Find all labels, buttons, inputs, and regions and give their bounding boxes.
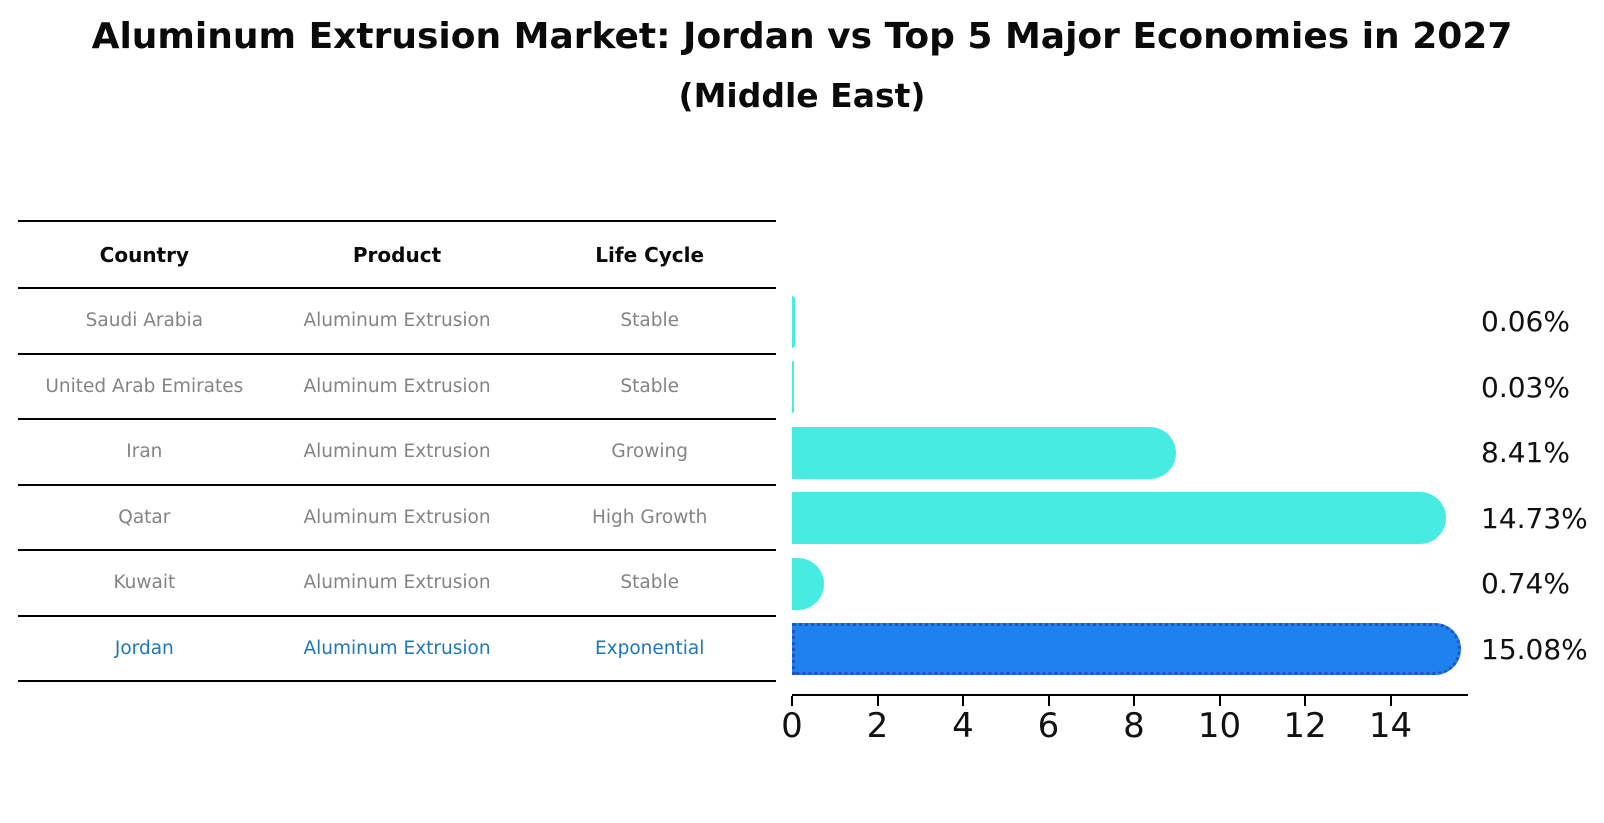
x-tick-label: 4 [952, 706, 974, 746]
table-row: Qatar Aluminum Extrusion High Growth [18, 486, 776, 551]
x-tick-mark [876, 696, 879, 706]
x-tick-label: 2 [866, 706, 889, 746]
table-cell-country: Qatar [118, 506, 171, 528]
table-cell-product: Aluminum Extrusion [303, 375, 491, 397]
x-tick-mark [1047, 696, 1050, 706]
table-cell-product: Aluminum Extrusion [303, 310, 491, 332]
bar-value-label: 14.73% [1481, 501, 1588, 535]
x-tick-mark [1133, 696, 1135, 706]
x-tick-label: 14 [1368, 706, 1413, 746]
comparison-table: Country Product Life Cycle Saudi Arabia A… [18, 220, 776, 682]
bar [792, 295, 795, 348]
x-tick-label: 10 [1197, 706, 1242, 746]
bar-row [792, 289, 1482, 355]
x-tick-mark [791, 696, 793, 706]
column-header-life-cycle: Life Cycle [595, 242, 705, 267]
x-axis-line [792, 694, 1468, 696]
bar [792, 426, 1176, 479]
table-cell-country: United Arab Emirates [45, 375, 244, 397]
bars-area [792, 289, 1482, 682]
table-row: Iran Aluminum Extrusion Growing [18, 420, 776, 486]
bar-row [792, 617, 1482, 683]
column-header-product: Product [352, 242, 442, 267]
table-cell-life-cycle: Stable [620, 375, 679, 397]
bar [792, 492, 1446, 545]
table-cell-country: Jordan [114, 637, 174, 659]
table-cell-product: Aluminum Extrusion [303, 441, 491, 463]
bar-row [792, 551, 1482, 617]
table-cell-life-cycle: Stable [620, 572, 679, 594]
x-tick-mark [1218, 696, 1221, 706]
table-cell-life-cycle: Exponential [594, 637, 705, 659]
bar-value-label: 0.06% [1481, 305, 1570, 339]
table-cell-life-cycle: High Growth [591, 506, 708, 528]
bar-value-label: 15.08% [1481, 632, 1588, 666]
table-cell-product: Aluminum Extrusion [303, 572, 491, 594]
x-tick-label: 8 [1123, 706, 1145, 746]
table-body: Saudi Arabia Aluminum Extrusion Stable Unit… [18, 289, 776, 682]
column-header-country: Country [99, 242, 190, 267]
chart-subtitle: (Middle East) [678, 76, 926, 115]
x-tick-mark [962, 696, 964, 706]
bar [792, 557, 824, 610]
table-cell-country: Kuwait [113, 572, 176, 594]
bar [792, 361, 794, 414]
table-cell-product: Aluminum Extrusion [303, 506, 491, 528]
bar-value-label: 8.41% [1481, 436, 1570, 470]
x-tick-mark [1389, 696, 1392, 706]
chart-title: Aluminum Extrusion Market: Jordan vs Top… [91, 16, 1513, 57]
bar-value-label: 0.74% [1481, 567, 1570, 601]
bar-row [792, 355, 1482, 421]
table-cell-life-cycle: Stable [620, 310, 679, 332]
bar-row [792, 486, 1482, 552]
table-row: Jordan Aluminum Extrusion Exponential [18, 617, 776, 682]
x-tick-label: 0 [781, 706, 803, 746]
table-row: Saudi Arabia Aluminum Extrusion Stable [18, 289, 776, 355]
x-tick-mark [1304, 696, 1306, 706]
table-row: Kuwait Aluminum Extrusion Stable [18, 551, 776, 617]
table-cell-product: Aluminum Extrusion [303, 637, 491, 659]
table-header-row: Country Product Life Cycle [18, 220, 776, 289]
table-cell-life-cycle: Growing [611, 441, 688, 463]
table-cell-country: Saudi Arabia [85, 310, 204, 332]
x-tick-label: 6 [1037, 706, 1060, 746]
bar-row [792, 420, 1482, 486]
highlight-bar [792, 623, 1461, 676]
table-row: United Arab Emirates Aluminum Extrusion St… [18, 355, 776, 420]
bar-value-label: 0.03% [1481, 370, 1570, 404]
x-tick-label: 12 [1283, 706, 1327, 746]
table-cell-country: Iran [126, 441, 163, 463]
